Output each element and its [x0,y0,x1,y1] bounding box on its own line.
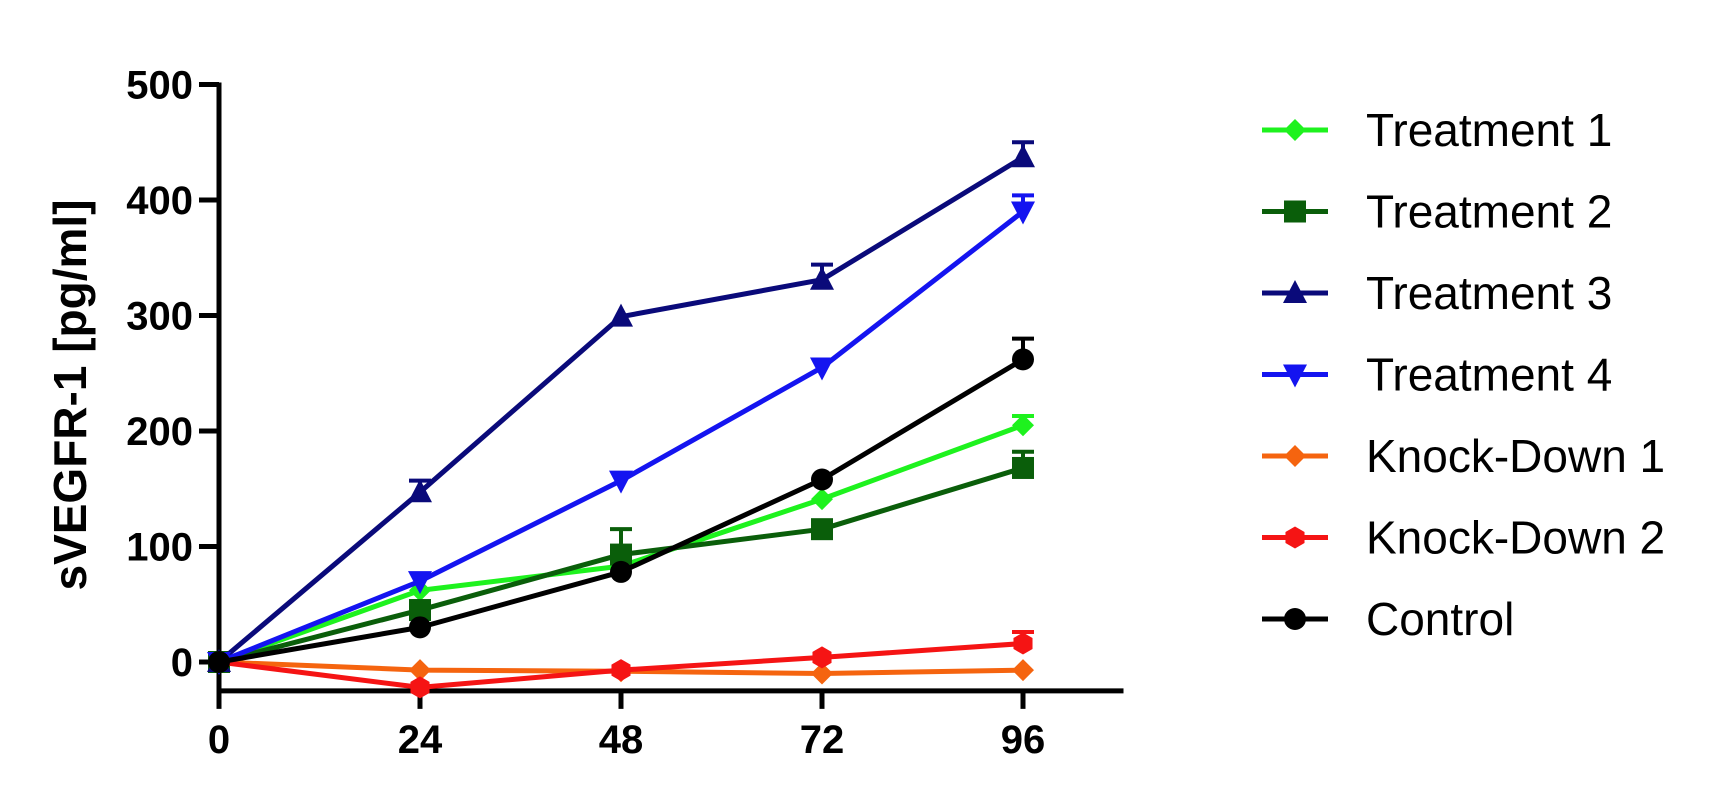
x-tick-label: 72 [800,718,845,762]
data-point [408,571,432,595]
x-tick-label: 0 [208,718,230,762]
y-tick-label: 500 [126,64,193,108]
data-point [208,651,230,673]
legend-marker [1284,445,1306,467]
data-point [1012,348,1034,371]
x-tick-label: 96 [1001,718,1046,762]
legend-marker [1283,280,1307,303]
legend-label: Treatment 3 [1366,267,1612,319]
legend-marker [1284,119,1306,141]
series-line [217,155,1025,664]
data-point [408,479,432,503]
data-point [811,488,833,511]
legend-marker [1284,200,1306,223]
data-point [409,659,431,682]
data-point [811,662,833,685]
series-line [218,209,1025,665]
data-point [410,676,430,699]
data-point [609,470,633,494]
series-6 [208,336,1034,673]
data-point [810,266,834,290]
y-tick-label: 300 [126,295,193,339]
data-point [610,560,632,583]
data-point [609,303,633,327]
series-2 [207,140,1035,672]
legend-label: Knock-Down 1 [1366,430,1665,482]
y-tick-label: 100 [126,526,193,570]
data-point [1012,456,1034,479]
y-tick-label: 400 [126,179,193,223]
legend-label: Treatment 1 [1366,104,1612,156]
legend-item-6: Control [1262,593,1514,645]
data-point [1013,632,1033,655]
y-tick-label: 0 [171,641,193,685]
legend-marker [1283,364,1307,388]
y-tick-label: 200 [126,410,193,454]
series-3 [207,193,1035,675]
legend-item-0: Treatment 1 [1262,104,1612,156]
legend-label: Control [1366,593,1514,645]
legend-item-4: Knock-Down 1 [1262,430,1665,482]
x-tick-label: 48 [599,718,644,762]
x-tick-label: 24 [398,718,443,762]
data-point [611,659,631,682]
legend-marker [1285,526,1305,549]
data-point [409,599,431,622]
data-point [810,357,834,381]
data-point [811,468,833,491]
legend-label: Treatment 4 [1366,349,1612,401]
data-point [1011,144,1035,168]
data-point [812,646,832,669]
data-point [409,616,431,639]
legend-label: Knock-Down 2 [1366,512,1665,564]
data-point [1011,201,1035,225]
data-point [1012,659,1034,682]
legend-item-1: Treatment 2 [1262,186,1612,238]
legend-label: Treatment 2 [1366,186,1612,238]
legend-item-5: Knock-Down 2 [1262,512,1665,564]
data-point [1012,414,1034,437]
legend-item-2: Treatment 3 [1262,267,1612,319]
data-point [610,543,632,566]
data-point [811,518,833,541]
plot-area: 0 100 200 300 400 500 0 24 48 72 96 [126,64,1124,762]
legend-item-3: Treatment 4 [1262,349,1612,401]
legend-marker [1284,608,1306,630]
y-axis-title: sVEGFR-1 [pg/ml] [44,199,96,590]
legend: Treatment 1 Treatment 2 Treatment 3 Treatme… [1262,104,1665,645]
